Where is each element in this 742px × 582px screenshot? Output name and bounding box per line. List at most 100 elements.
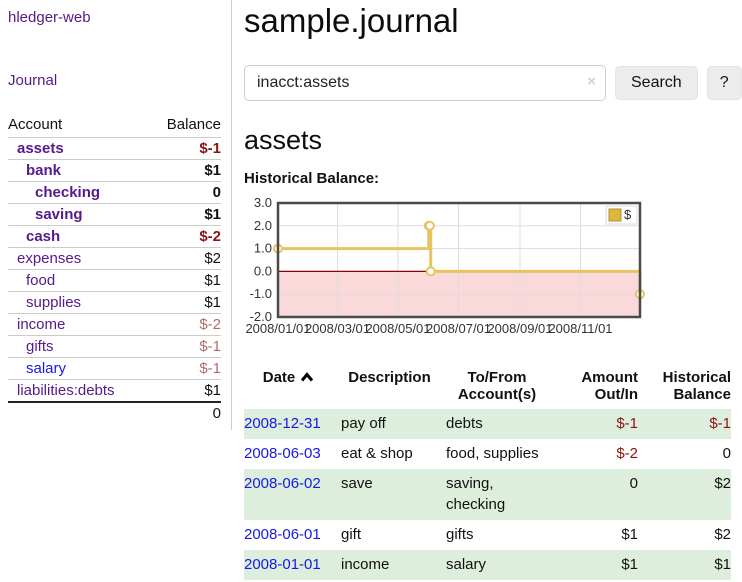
register-row: 2008-01-01 income salary $1 $1 [244, 549, 731, 580]
register-amount: $1 [621, 526, 638, 543]
search-button[interactable]: Search [615, 66, 698, 100]
account-balance: $1 [149, 203, 221, 226]
register-amount: $1 [621, 555, 638, 573]
account-balance: $1 [149, 379, 221, 402]
account-row: supplies $1 [8, 291, 221, 314]
legend-swatch [608, 208, 622, 222]
y-tick-label: 0.0 [254, 263, 272, 278]
register-row: 2008-06-03 eat & shop food, supplies $-2 0 [244, 439, 731, 469]
register-accounts: saving, checking [446, 474, 506, 514]
account-balance: $1 [149, 159, 221, 182]
account-row: salary $-1 [8, 357, 221, 380]
x-tick-label: 2008/05/01 [365, 321, 430, 336]
register-amount: $-2 [616, 444, 638, 462]
header-label: To/From Account(s) [457, 369, 537, 403]
register-date-link[interactable]: 2008-06-01 [244, 526, 321, 543]
register-accounts: salary [446, 555, 487, 573]
account-balance: $1 [149, 291, 221, 314]
search-input-wrap: × [244, 65, 606, 101]
x-tick-label: 2008/07/01 [426, 321, 491, 336]
register-balance: 0 [722, 444, 731, 462]
accounts-header-balance: Balance [166, 116, 221, 133]
account-row: saving $1 [8, 203, 221, 226]
header-label: Description [348, 369, 431, 386]
search-form: × Search ? [244, 65, 742, 101]
accounts-tbody: assets $-1 bank $1 checking 0 saving $1 cash $-2 e… [8, 137, 221, 402]
x-tick-label: 2008/03/01 [305, 321, 370, 336]
sidebar-account-link-income[interactable]: income [17, 316, 66, 333]
sidebar-item-journal[interactable]: Journal [8, 72, 58, 89]
account-balance: $-1 [149, 335, 221, 358]
register-balance: $2 [714, 474, 731, 492]
sort-ascending-chevron-up-icon [301, 372, 314, 382]
register-description: save [341, 474, 373, 492]
accounts-header-row: Account Balance [8, 113, 221, 138]
sidebar-account-link-cash[interactable]: cash [26, 228, 61, 245]
sidebar-account-link-liabilities-debts[interactable]: liabilities:debts [17, 382, 115, 399]
account-row: cash $-2 [8, 225, 221, 248]
account-balance: $-2 [149, 313, 221, 336]
account-balance: $-1 [149, 137, 221, 160]
header-label: Amount Out/In [581, 369, 638, 403]
account-row: bank $1 [8, 159, 221, 182]
account-balance: $1 [149, 269, 221, 292]
register-header-date[interactable]: Date [244, 365, 341, 409]
register-date-link[interactable]: 2008-06-02 [244, 474, 321, 492]
account-row: checking 0 [8, 181, 221, 204]
sidebar-account-link-checking[interactable]: checking [35, 184, 101, 201]
account-row: gifts $-1 [8, 335, 221, 358]
accounts-total-row: 0 [8, 401, 221, 424]
sidebar-account-link-food[interactable]: food [26, 272, 56, 289]
register-balance: $2 [714, 526, 731, 543]
accounts-table: Account Balance assets $-1 bank $1 checking 0… [8, 113, 221, 424]
page-title: sample.journal [244, 2, 459, 39]
account-row: income $-2 [8, 313, 221, 336]
accounts-header-account: Account [8, 116, 63, 133]
register-date-link[interactable]: 2008-06-03 [244, 444, 321, 462]
brand-link[interactable]: hledger-web [8, 9, 91, 26]
help-button[interactable]: ? [706, 66, 742, 100]
register-date-link[interactable]: 2008-01-01 [244, 555, 321, 573]
register-header-row: Date Description To/From Account(s) Amount … [244, 365, 731, 409]
register-amount: $-1 [616, 415, 638, 432]
sidebar-account-link-saving[interactable]: saving [35, 206, 83, 223]
register-description: pay off [341, 415, 386, 432]
sidebar-account-link-bank[interactable]: bank [26, 162, 62, 179]
y-tick-label: -1.0 [250, 286, 272, 301]
register-accounts: gifts [446, 526, 474, 543]
register-row: 2008-06-02 save saving, checking 0 $2 [244, 468, 731, 520]
sidebar-account-link-expenses[interactable]: expenses [17, 250, 82, 267]
register-date-link[interactable]: 2008-12-31 [244, 415, 321, 432]
sidebar-account-link-supplies[interactable]: supplies [26, 294, 82, 311]
register-header-historical-balance: Historical Balance [638, 365, 731, 409]
historical-balance-label: Historical Balance: [244, 170, 380, 187]
clear-search-icon[interactable]: × [587, 73, 596, 90]
register-description: eat & shop [341, 444, 413, 462]
y-tick-label: 1.0 [254, 241, 272, 256]
sidebar-account-link-salary[interactable]: salary [26, 360, 67, 377]
account-heading: assets [244, 125, 323, 155]
legend-label: $ [624, 207, 632, 222]
y-tick-label: 3.0 [254, 195, 272, 210]
sidebar-account-link-gifts[interactable]: gifts [26, 338, 54, 355]
header-label: Date [262, 369, 296, 386]
historical-balance-chart: 2008/01/01 2008/03/01 2008/05/01 2008/07/01… [244, 195, 742, 351]
account-balance: $-2 [149, 225, 221, 248]
register-header-amount-out-in: Amount Out/In [556, 365, 638, 409]
account-row: food $1 [8, 269, 221, 292]
search-input[interactable] [244, 65, 606, 101]
register-description: income [341, 555, 390, 573]
x-tick-label: 2008/01/01 [245, 321, 310, 336]
main-content: sample.journal × Search ? assets Histori… [232, 0, 742, 580]
sidebar-account-link-assets[interactable]: assets [17, 140, 64, 157]
data-point-marker [425, 266, 436, 277]
register-amount: 0 [629, 474, 638, 492]
register-head: Date Description To/From Account(s) Amount … [244, 365, 731, 409]
register-header-description: Description [341, 365, 446, 409]
register-accounts: food, supplies [446, 444, 539, 462]
plot-border [276, 201, 642, 319]
register-balance: $-1 [709, 415, 731, 432]
header-label: Historical Balance [662, 369, 731, 403]
register-accounts: debts [446, 415, 483, 432]
